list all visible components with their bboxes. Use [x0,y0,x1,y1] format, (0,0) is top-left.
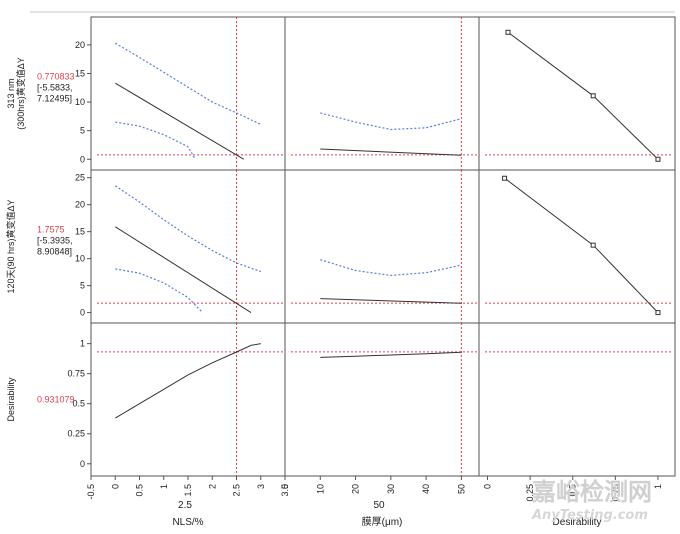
x-tick-label: 20 [351,484,361,494]
desirability-point-marker[interactable] [590,93,596,99]
x-tick-label: 3.5 [280,484,290,497]
y-tick-label: 25 [75,173,85,183]
response-label: Desirability [6,377,16,422]
desirability-point-marker[interactable] [502,175,508,181]
y-tick-label: 0 [80,308,85,318]
y-tick-label: 20 [75,40,85,50]
x-tick-label: 0.75 [610,484,620,502]
profile-panel-frame [478,322,676,477]
x-tick-label: 0.5 [568,484,578,497]
profile-panel-frame [284,322,480,477]
response-current-value: 0.770833 [37,72,75,82]
profile-panel-frame [284,16,480,171]
desirability-point-marker[interactable] [505,29,511,35]
prediction-trace[interactable] [115,82,245,160]
response-current-value: 0.931079 [37,395,75,405]
x-tick-label: 2.5 [232,484,242,497]
y-tick-label: 0.25 [67,429,85,439]
y-tick-label: 5 [80,126,85,136]
factor-current-value: 50 [373,500,385,511]
response-label: (300hrs)黄变值ΔY [15,57,26,130]
y-tick-label: 10 [75,254,85,264]
factor-axis-label: 膜厚(μm) [362,516,403,528]
x-tick-label: 30 [386,484,396,494]
factor-axis-label: NLS/% [172,517,203,528]
x-tick-label: 40 [421,484,431,494]
response-label: 313 nm [6,78,16,108]
upper-confidence-curve [320,259,462,277]
x-tick-label: 1 [653,484,663,489]
lower-confidence-curve [115,268,204,314]
y-tick-label: 0 [80,154,85,164]
confidence-interval-text: 8.90848] [37,247,72,257]
upper-confidence-curve [114,42,262,125]
desirability-point-marker[interactable] [590,242,596,248]
prediction-trace[interactable] [115,343,261,419]
x-tick-label: 1.5 [183,484,193,497]
profile-panel-frame [90,169,286,324]
x-tick-label: 0 [110,484,120,489]
prediction-trace[interactable] [320,351,462,358]
y-tick-label: 10 [75,97,85,107]
x-tick-label: 0.5 [135,484,145,497]
y-tick-label: 20 [75,200,85,210]
y-tick-label: 1 [80,339,85,349]
y-tick-label: 15 [75,227,85,237]
x-tick-label: 50 [456,484,466,494]
y-tick-label: 0.5 [72,399,85,409]
x-tick-label: 10 [315,484,325,494]
confidence-interval-text: 7.12495] [37,94,72,104]
upper-confidence-curve [320,112,462,131]
prediction-trace[interactable] [504,177,659,313]
desirability-point-marker[interactable] [655,310,661,316]
y-tick-label: 15 [75,68,85,78]
lower-confidence-curve [115,121,196,160]
prediction-trace[interactable] [320,148,462,156]
x-tick-label: 3 [256,484,266,489]
x-tick-label: 0 [280,484,290,489]
factor-axis-label: Desirability [553,517,602,528]
x-tick-label: -0.5 [86,484,96,500]
desirability-point-marker[interactable] [655,156,661,162]
y-tick-label: 0 [80,459,85,469]
factor-current-value: 2.5 [178,500,192,511]
x-tick-label: 2 [207,484,217,489]
response-current-value: 1.7575 [37,225,65,235]
watermark-line-1: 嘉峪检测网 [532,478,652,506]
prediction-trace[interactable] [115,226,252,314]
upper-confidence-curve [114,185,262,273]
x-tick-label: 1 [159,484,169,489]
prediction-trace[interactable] [320,298,462,304]
confidence-interval-text: [-5.5833, [37,83,73,93]
profile-panel-frame [90,322,286,477]
profile-panel-frame [284,169,480,324]
response-label: 120天(90 hrs)黄变值ΔY [5,199,16,293]
x-tick-label: 0 [483,484,493,489]
y-tick-label: 5 [80,281,85,291]
x-tick-label: 0.25 [525,484,535,502]
confidence-interval-text: [-5.3935, [37,236,73,246]
y-tick-label: 0.75 [67,369,85,379]
watermark-line-2: AnyTesting.com [531,508,648,523]
prediction-trace[interactable] [507,31,659,160]
